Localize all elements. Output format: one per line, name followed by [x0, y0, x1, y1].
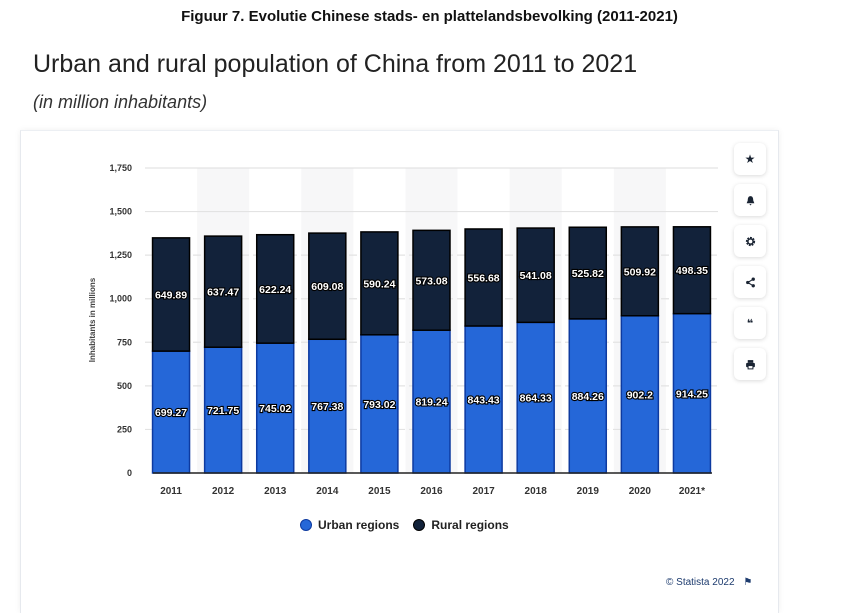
bar-rural	[255, 233, 295, 344]
legend-marker-urban	[300, 519, 312, 531]
x-tick-label: 2018	[525, 486, 548, 497]
data-label-rural: 556.68	[468, 272, 500, 284]
x-tick-label: 2014	[316, 486, 339, 497]
legend-item-rural[interactable]: Rural regions	[413, 518, 509, 532]
data-label-urban: 884.26	[572, 391, 604, 403]
y-tick-label: 1,250	[109, 250, 132, 260]
data-label-urban: 793.02	[363, 399, 395, 411]
x-tick-label: 2017	[472, 486, 495, 497]
bar-rural	[672, 226, 712, 315]
bar-urban	[516, 321, 555, 474]
bar-urban	[412, 329, 451, 474]
bar-urban	[360, 334, 399, 474]
bar-rural	[203, 235, 243, 348]
data-label-urban: 699.27	[155, 407, 187, 419]
data-label-rural: 525.82	[572, 268, 604, 280]
quote-icon: ❝	[746, 317, 754, 330]
y-tick-label: 1,500	[109, 207, 132, 217]
data-label-rural: 622.24	[259, 284, 291, 296]
x-tick-label: 2012	[212, 486, 235, 497]
statista-credit[interactable]: © Statista 2022 ⚑	[666, 577, 752, 588]
legend-item-urban[interactable]: Urban regions	[300, 518, 399, 532]
data-label-rural: 590.24	[363, 278, 395, 290]
bar-rural	[568, 226, 608, 320]
y-tick-label: 750	[117, 337, 132, 347]
y-tick-label: 0	[127, 468, 132, 478]
x-tick-label: 2016	[420, 486, 443, 497]
y-axis-label: Inhabitants in millions	[88, 277, 97, 362]
x-tick-label: 2019	[577, 486, 600, 497]
bar-rural	[516, 227, 555, 324]
data-label-rural: 573.08	[415, 275, 447, 287]
data-label-rural: 609.08	[311, 281, 343, 293]
bar-urban	[255, 342, 295, 474]
bell-icon	[746, 195, 754, 205]
credit-text: © Statista 2022	[666, 577, 735, 588]
data-label-urban: 902.2	[627, 389, 653, 401]
print-button[interactable]	[734, 348, 766, 380]
bar-rural	[412, 229, 451, 331]
y-tick-label: 1,750	[109, 163, 132, 173]
x-tick-label: 2011	[160, 486, 182, 497]
x-tick-label: 2020	[629, 486, 652, 497]
bar-urban	[151, 350, 191, 474]
legend-marker-rural	[413, 519, 426, 531]
bar-rural	[151, 237, 191, 352]
favorite-button[interactable]: ★	[734, 143, 766, 175]
data-label-rural: 637.47	[207, 287, 239, 299]
x-tick-label: 2021*	[679, 486, 705, 497]
data-label-rural: 498.35	[676, 265, 708, 277]
legend-label-urban: Urban regions	[318, 518, 400, 532]
bar-urban	[464, 325, 503, 474]
chart-toolbar: ★ ❝	[734, 143, 768, 389]
flag-icon: ⚑	[743, 577, 753, 588]
settings-button[interactable]	[734, 225, 766, 257]
y-tick-label: 1,000	[109, 294, 132, 304]
bar-rural	[464, 228, 503, 327]
y-tick-label: 250	[117, 424, 132, 434]
data-label-rural: 509.92	[624, 266, 656, 278]
data-label-urban: 745.02	[259, 403, 291, 415]
bar-urban	[203, 346, 243, 474]
cite-button[interactable]: ❝	[734, 307, 766, 339]
share-button[interactable]	[734, 266, 766, 298]
data-label-urban: 864.33	[520, 393, 552, 405]
y-tick-label: 500	[117, 381, 132, 391]
bar-rural	[360, 231, 399, 336]
data-label-urban: 767.38	[311, 401, 343, 413]
data-label-rural: 649.89	[155, 289, 187, 301]
printer-icon	[745, 359, 755, 369]
data-label-urban: 819.24	[415, 397, 447, 409]
star-icon: ★	[744, 152, 756, 166]
data-label-urban: 721.75	[207, 405, 239, 417]
bar-rural	[620, 226, 660, 317]
bar-urban	[308, 338, 347, 474]
chart-subtitle: (in million inhabitants)	[33, 92, 208, 112]
notification-button[interactable]	[734, 184, 766, 216]
bar-rural	[308, 232, 347, 341]
x-tick-label: 2013	[264, 486, 287, 497]
data-label-urban: 843.43	[468, 395, 500, 407]
data-label-urban: 914.25	[676, 388, 708, 400]
legend-label-rural: Rural regions	[431, 518, 509, 532]
chart-legend: Urban regions Rural regions	[300, 518, 509, 532]
share-icon	[745, 277, 755, 287]
chart-title: Urban and rural population of China from…	[33, 50, 638, 78]
x-tick-label: 2015	[368, 486, 391, 497]
data-label-rural: 541.08	[520, 270, 552, 282]
figure-caption: Figuur 7. Evolutie Chinese stads- en pla…	[181, 8, 678, 25]
gear-icon	[745, 236, 755, 246]
